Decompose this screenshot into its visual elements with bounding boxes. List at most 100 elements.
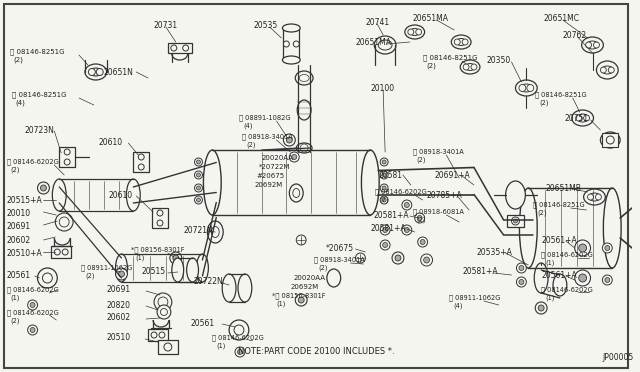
Circle shape	[511, 217, 520, 225]
Circle shape	[54, 249, 60, 255]
Text: 20785+A: 20785+A	[427, 190, 462, 199]
Circle shape	[424, 257, 429, 263]
Ellipse shape	[187, 258, 198, 282]
Circle shape	[196, 198, 200, 202]
Text: 20762: 20762	[563, 31, 587, 39]
Text: Ⓝ 08911-1062G: Ⓝ 08911-1062G	[449, 295, 500, 301]
Text: 20651MA: 20651MA	[413, 13, 449, 22]
Circle shape	[296, 235, 306, 245]
Circle shape	[402, 200, 412, 210]
Text: 20535+A: 20535+A	[477, 247, 513, 257]
Bar	[148, 329, 168, 341]
Circle shape	[138, 154, 144, 160]
Ellipse shape	[116, 254, 127, 282]
Circle shape	[171, 45, 177, 51]
Ellipse shape	[127, 179, 140, 211]
Circle shape	[284, 41, 289, 47]
Text: Ⓑ 08146-6202G: Ⓑ 08146-6202G	[541, 252, 593, 258]
Circle shape	[298, 297, 304, 303]
Ellipse shape	[296, 143, 312, 153]
Circle shape	[28, 325, 38, 335]
Circle shape	[195, 171, 202, 179]
Ellipse shape	[572, 110, 593, 126]
Circle shape	[182, 45, 189, 51]
Text: Ⓑ 08146-6202G: Ⓑ 08146-6202G	[375, 189, 427, 195]
Circle shape	[138, 164, 144, 170]
Text: Ⓑ 08146-8251G: Ⓑ 08146-8251G	[10, 49, 65, 55]
Circle shape	[382, 198, 386, 202]
Circle shape	[416, 29, 422, 35]
Text: Ⓑ 08146-6202G: Ⓑ 08146-6202G	[7, 310, 59, 316]
Ellipse shape	[582, 37, 604, 53]
Circle shape	[605, 246, 610, 250]
Circle shape	[608, 67, 614, 73]
Circle shape	[380, 184, 388, 192]
Bar	[152, 208, 168, 228]
Ellipse shape	[282, 24, 300, 32]
Circle shape	[235, 347, 245, 357]
Circle shape	[173, 255, 179, 261]
Text: Ⓝ 08918-6081A: Ⓝ 08918-6081A	[413, 209, 463, 215]
Text: Ⓑ 08146-6202G: Ⓑ 08146-6202G	[7, 287, 59, 293]
Text: 20651N: 20651N	[104, 67, 134, 77]
Circle shape	[40, 185, 47, 191]
Ellipse shape	[292, 189, 300, 198]
Text: 20561+A: 20561+A	[541, 270, 577, 279]
Circle shape	[383, 228, 388, 232]
Text: 20100: 20100	[371, 83, 394, 93]
Circle shape	[286, 137, 292, 143]
Circle shape	[586, 42, 591, 48]
Ellipse shape	[600, 132, 620, 148]
Circle shape	[576, 115, 582, 121]
Ellipse shape	[172, 258, 184, 282]
Circle shape	[38, 182, 49, 194]
Text: Ⓝ 08918-3401A: Ⓝ 08918-3401A	[314, 257, 365, 263]
Circle shape	[237, 350, 243, 355]
Ellipse shape	[596, 61, 618, 79]
Bar	[507, 215, 524, 227]
Circle shape	[116, 268, 127, 280]
Circle shape	[28, 300, 38, 310]
Text: (2): (2)	[11, 167, 20, 173]
Circle shape	[463, 64, 469, 70]
Ellipse shape	[222, 274, 236, 302]
Circle shape	[295, 294, 307, 306]
Text: 20020AA: 20020AA	[293, 275, 325, 281]
Text: Ⓝ 08911-1062G: Ⓝ 08911-1062G	[81, 265, 132, 271]
Text: (2): (2)	[85, 273, 95, 279]
Ellipse shape	[211, 227, 220, 237]
Text: (1): (1)	[216, 343, 226, 349]
Circle shape	[595, 194, 602, 200]
Circle shape	[158, 297, 168, 307]
Text: 20515+A: 20515+A	[7, 196, 43, 205]
Circle shape	[418, 237, 428, 247]
Text: Ⓑ 08146-8251G: Ⓑ 08146-8251G	[422, 55, 477, 61]
Ellipse shape	[297, 100, 311, 120]
Text: 20561: 20561	[7, 270, 31, 279]
Circle shape	[38, 268, 57, 288]
Ellipse shape	[451, 35, 471, 49]
Text: 20535: 20535	[254, 20, 278, 29]
Circle shape	[154, 293, 172, 311]
Circle shape	[30, 327, 35, 333]
Ellipse shape	[282, 56, 300, 64]
Circle shape	[579, 274, 587, 282]
Circle shape	[292, 154, 297, 160]
Text: (1): (1)	[276, 301, 286, 307]
Ellipse shape	[515, 80, 537, 96]
Text: 20651MC: 20651MC	[543, 13, 579, 22]
Circle shape	[380, 240, 390, 250]
Text: (1): (1)	[545, 260, 554, 266]
Ellipse shape	[204, 150, 221, 215]
Circle shape	[462, 39, 468, 45]
Text: 20692M: 20692M	[291, 284, 319, 290]
Circle shape	[196, 173, 200, 177]
Ellipse shape	[405, 25, 424, 39]
Circle shape	[395, 255, 401, 261]
Circle shape	[195, 184, 202, 192]
Text: 20020AA: 20020AA	[262, 155, 294, 161]
Circle shape	[513, 219, 518, 223]
Ellipse shape	[378, 40, 392, 50]
Text: 20692M: 20692M	[255, 182, 283, 188]
Circle shape	[602, 243, 612, 253]
